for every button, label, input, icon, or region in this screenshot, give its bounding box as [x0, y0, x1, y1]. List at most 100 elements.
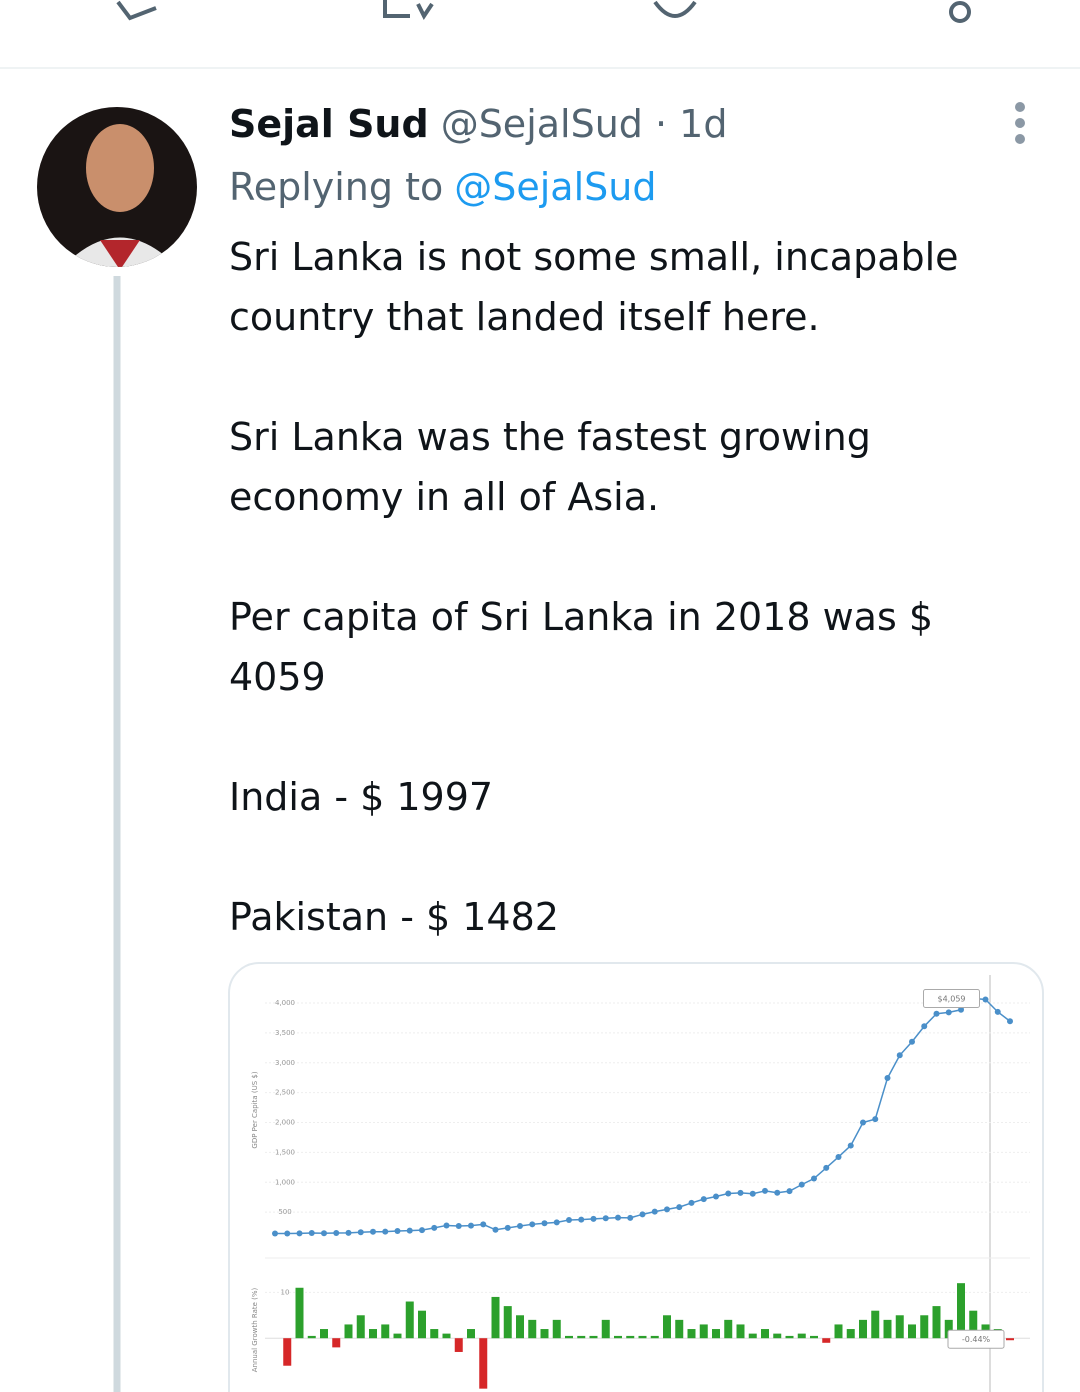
bar [650, 1335, 659, 1339]
point [541, 1220, 548, 1227]
point [553, 1219, 560, 1226]
point [700, 1196, 707, 1203]
point [639, 1211, 646, 1218]
reply-mention[interactable]: @SejalSud [454, 165, 656, 209]
point [468, 1222, 474, 1229]
bar [810, 1335, 818, 1339]
y-tick-label: 3,000 [275, 1059, 295, 1067]
point [345, 1229, 352, 1236]
point [725, 1190, 732, 1197]
y-tick-label: 1,000 [275, 1178, 295, 1186]
point [296, 1230, 303, 1237]
tweet-text-line: Sri Lanka is not some small, incapable [229, 235, 959, 279]
bar [356, 1315, 365, 1339]
bar [957, 1283, 965, 1339]
action-icons[interactable] [116, 0, 971, 23]
point [860, 1119, 866, 1126]
point [909, 1038, 915, 1045]
bar [479, 1338, 488, 1389]
tweet-text-line: 4059 [229, 655, 326, 699]
bar [405, 1301, 414, 1339]
point [590, 1215, 597, 1222]
point [982, 996, 989, 1003]
bar [283, 1338, 292, 1366]
y-tick-label: 500 [278, 1208, 291, 1216]
bar [797, 1333, 806, 1339]
bar [969, 1310, 978, 1339]
point [786, 1188, 793, 1195]
bar [687, 1329, 696, 1339]
y-tick-label: 1,500 [275, 1148, 295, 1156]
bar [491, 1296, 500, 1339]
point [872, 1116, 879, 1123]
point [1007, 1018, 1013, 1025]
point [664, 1206, 670, 1213]
point [627, 1214, 634, 1221]
bar [565, 1335, 573, 1339]
point [566, 1217, 572, 1224]
tweet-text-line: Sri Lanka was the fastest growing [229, 415, 871, 459]
tweet-text-line: Pakistan - $ 1482 [229, 895, 559, 939]
point [884, 1075, 891, 1082]
point [737, 1189, 744, 1196]
value-label-box [947, 1329, 1005, 1349]
bar [724, 1319, 733, 1339]
point [958, 1006, 964, 1013]
point [370, 1228, 376, 1235]
bar [626, 1335, 635, 1339]
point [443, 1222, 450, 1229]
point [406, 1227, 413, 1234]
bar [785, 1335, 794, 1339]
point [651, 1208, 658, 1215]
bar [344, 1324, 353, 1339]
value-label: -0.44% [962, 1335, 991, 1344]
point [455, 1222, 462, 1229]
point [602, 1215, 609, 1222]
bar [295, 1287, 304, 1339]
author-name[interactable]: Sejal Sud [229, 102, 429, 146]
bar [540, 1329, 549, 1339]
bar [393, 1333, 402, 1339]
point [713, 1193, 719, 1200]
bar [418, 1310, 426, 1339]
point [933, 1010, 940, 1017]
bar [920, 1315, 929, 1339]
point [615, 1214, 621, 1221]
bar [528, 1319, 537, 1339]
point [382, 1228, 389, 1235]
y-axis-title: Annual Growth Rate (%) [251, 1287, 259, 1372]
point [308, 1230, 315, 1237]
media-card[interactable] [228, 962, 1044, 1392]
point [480, 1221, 487, 1228]
bar [430, 1329, 439, 1339]
point [823, 1164, 830, 1171]
point [284, 1230, 291, 1237]
bar [761, 1329, 769, 1339]
point [774, 1189, 781, 1196]
reply-line: Replying to @SejalSud [229, 165, 656, 209]
bar [932, 1306, 941, 1339]
y-tick-label: 4,000 [275, 999, 295, 1007]
tweet-text-line: India - $ 1997 [229, 775, 493, 819]
y-tick-label: 10 [281, 1288, 290, 1296]
bar [773, 1333, 782, 1339]
value-label: $4,059 [938, 994, 966, 1003]
bar [675, 1319, 684, 1339]
chart-image: 500 1,000 1,500 2,000 2,500 3,000 3,500 4,000 GD… [251, 975, 1030, 1392]
point [945, 1009, 952, 1016]
bar [369, 1329, 377, 1339]
tweet-header: Sejal Sud @SejalSud · 1d [229, 102, 727, 146]
point [529, 1221, 536, 1228]
bar [859, 1319, 867, 1339]
point [517, 1222, 523, 1229]
point [272, 1230, 278, 1237]
more-menu[interactable] [1015, 102, 1025, 144]
y-axis-title: GDP Per Capita (US $) [251, 1071, 259, 1148]
value-label-box [923, 988, 980, 1008]
bar [332, 1338, 341, 1348]
avatar[interactable] [37, 107, 197, 270]
y-tick-label: 2,500 [275, 1089, 295, 1097]
handle-time: @SejalSud · 1d [441, 102, 728, 146]
